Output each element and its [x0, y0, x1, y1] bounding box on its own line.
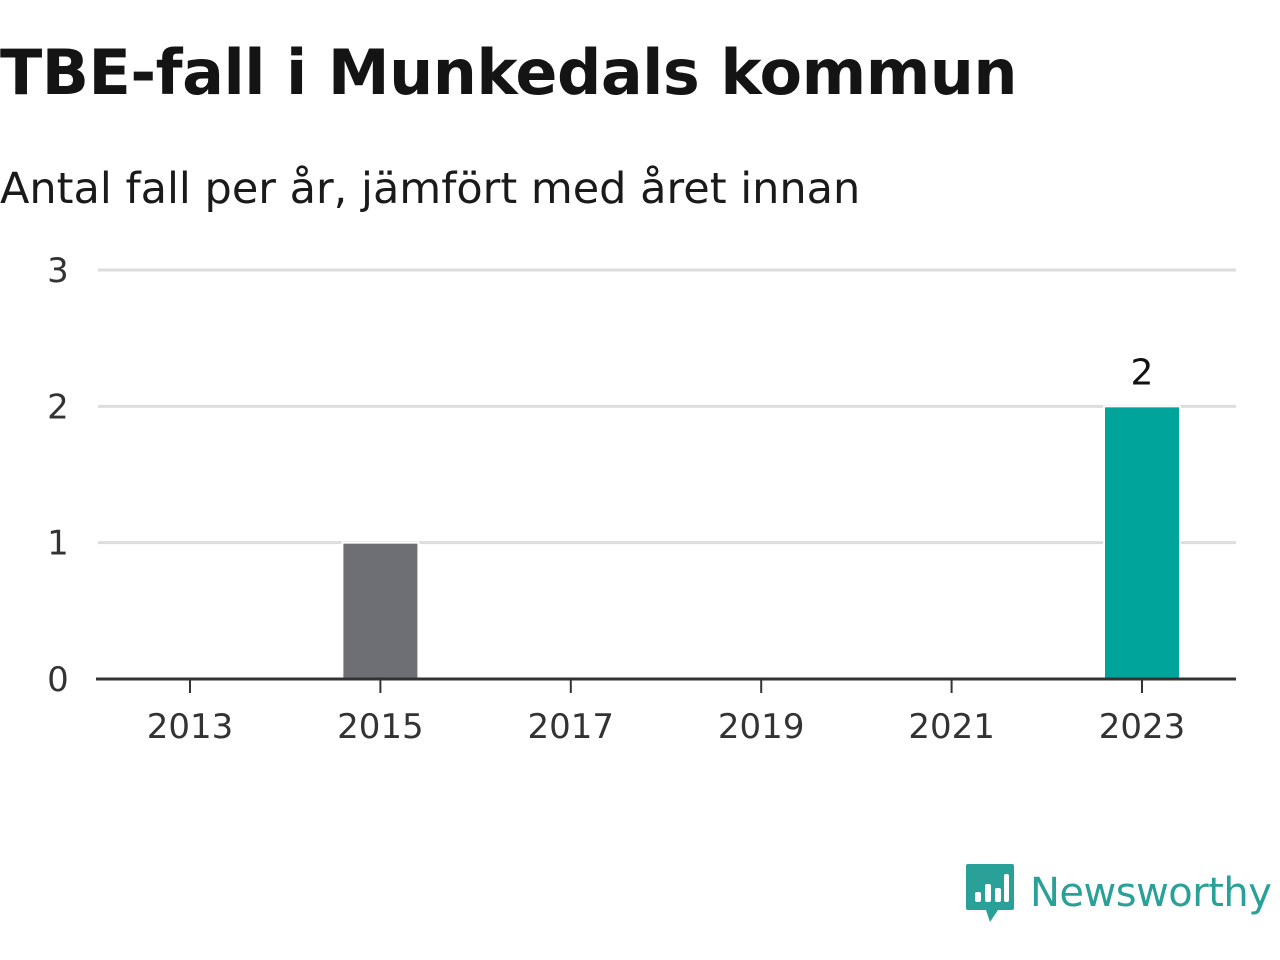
bar-2015: [341, 541, 420, 681]
data-label: 2: [1131, 352, 1154, 393]
newsworthy-logo: Newsworthy: [964, 862, 1272, 924]
x-tick-label: 2015: [337, 707, 424, 747]
x-tick-label: 2019: [718, 707, 805, 747]
x-tick-label: 2017: [528, 707, 615, 747]
x-tick-label: 2013: [147, 707, 234, 747]
bar-chart: 0 1 2 3 2013 2015 2017 2019 2021 2023 2: [47, 251, 1236, 747]
bar-chart-speech-bubble-icon: [966, 864, 1014, 922]
x-tick-label: 2023: [1099, 707, 1186, 747]
y-tick-label: 0: [47, 660, 69, 700]
chart-subtitle: Antal fall per år, jämfört med året inna…: [0, 164, 861, 214]
y-tick-label: 1: [47, 524, 69, 564]
y-tick-label: 2: [47, 387, 69, 427]
bar-2023: [1103, 405, 1181, 680]
x-tick-label: 2021: [908, 707, 995, 747]
brand-name: Newsworthy: [1030, 870, 1272, 916]
y-tick-label: 3: [47, 251, 69, 291]
chart-title: TBE-fall i Munkedals kommun: [0, 36, 1018, 109]
